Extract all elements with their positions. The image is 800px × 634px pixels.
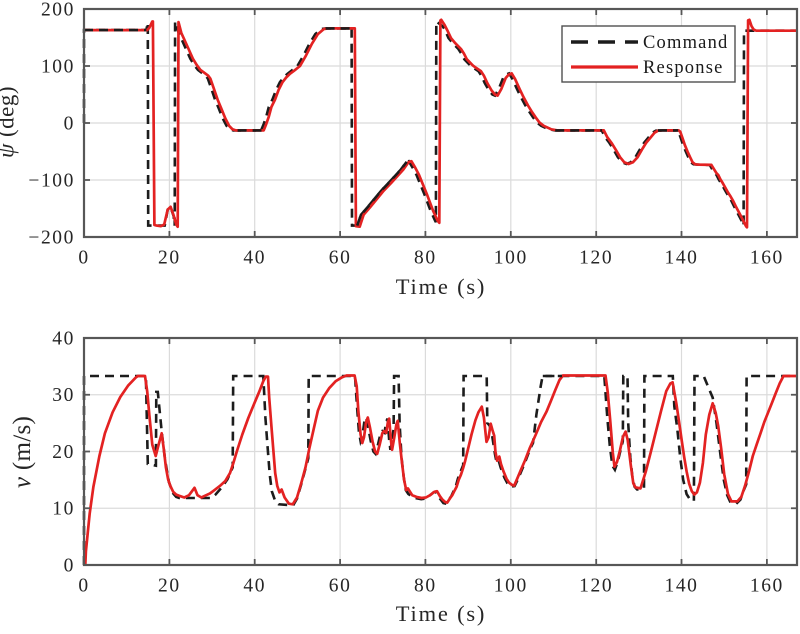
svg-text:Time (s): Time (s) xyxy=(396,601,486,626)
svg-text:100: 100 xyxy=(494,576,528,597)
svg-text:0: 0 xyxy=(78,248,89,269)
svg-text:120: 120 xyxy=(579,248,613,269)
svg-text:120: 120 xyxy=(579,576,613,597)
svg-text:0: 0 xyxy=(64,113,75,134)
svg-text:140: 140 xyxy=(664,576,698,597)
svg-text:Response: Response xyxy=(643,58,724,78)
svg-text:30: 30 xyxy=(52,385,75,406)
svg-text:20: 20 xyxy=(158,248,181,269)
svg-text:40: 40 xyxy=(243,248,266,269)
svg-text:200: 200 xyxy=(41,0,75,20)
svg-text:20: 20 xyxy=(158,576,181,597)
svg-text:0: 0 xyxy=(78,576,89,597)
svg-text:−200: −200 xyxy=(28,227,75,248)
svg-text:40: 40 xyxy=(52,328,75,349)
svg-text:100: 100 xyxy=(494,248,528,269)
svg-text:60: 60 xyxy=(329,248,352,269)
svg-text:140: 140 xyxy=(664,248,698,269)
svg-text:ψ (deg): ψ (deg) xyxy=(0,86,19,158)
svg-text:0: 0 xyxy=(64,555,75,576)
svg-text:60: 60 xyxy=(329,576,352,597)
svg-text:10: 10 xyxy=(52,499,75,520)
svg-text:−100: −100 xyxy=(28,170,75,191)
svg-text:160: 160 xyxy=(750,576,784,597)
svg-text:v (m/s): v (m/s) xyxy=(9,416,36,488)
svg-text:160: 160 xyxy=(750,248,784,269)
svg-text:100: 100 xyxy=(41,56,75,77)
svg-text:Time (s): Time (s) xyxy=(396,274,486,299)
svg-text:80: 80 xyxy=(414,576,437,597)
svg-text:20: 20 xyxy=(52,442,75,463)
svg-text:Command: Command xyxy=(643,33,728,53)
svg-text:40: 40 xyxy=(243,576,266,597)
svg-text:80: 80 xyxy=(414,248,437,269)
